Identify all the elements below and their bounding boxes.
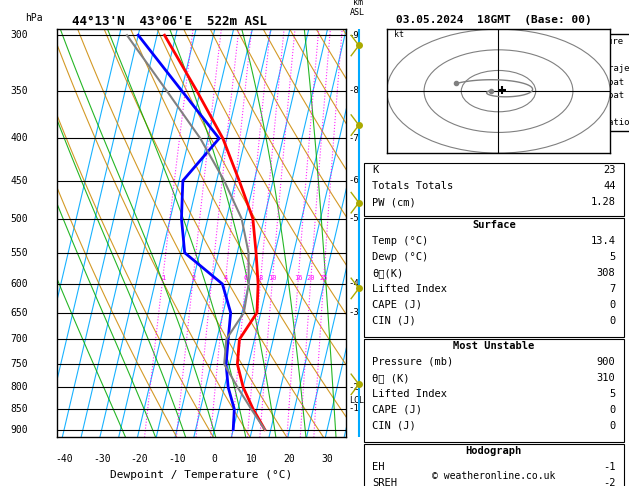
Text: Pressure (mb): Pressure (mb) [372, 357, 454, 367]
Text: 8: 8 [259, 275, 263, 281]
Text: Hodograph: Hodograph [465, 446, 522, 456]
Text: CAPE (J): CAPE (J) [372, 300, 422, 310]
Text: 450: 450 [10, 176, 28, 186]
Text: -30: -30 [93, 454, 111, 464]
Text: -8: -8 [349, 86, 360, 95]
Text: -1: -1 [603, 462, 615, 472]
Text: © weatheronline.co.uk: © weatheronline.co.uk [432, 471, 555, 481]
Text: 23: 23 [603, 165, 615, 175]
Text: 500: 500 [10, 213, 28, 224]
Text: 350: 350 [10, 86, 28, 96]
Text: 700: 700 [10, 334, 28, 344]
Text: km
ASL: km ASL [350, 0, 365, 17]
Text: SREH: SREH [372, 478, 397, 486]
Text: 13.4: 13.4 [591, 236, 615, 246]
Text: 0: 0 [610, 316, 615, 326]
Text: -7: -7 [349, 134, 360, 143]
Text: -5: -5 [349, 214, 360, 223]
Text: Surface: Surface [472, 220, 516, 230]
Text: 20: 20 [307, 275, 315, 281]
Text: 0: 0 [211, 454, 218, 464]
Text: 900: 900 [10, 424, 28, 434]
Text: 0: 0 [610, 405, 615, 415]
Text: 44: 44 [603, 181, 615, 191]
Text: -3: -3 [349, 308, 360, 317]
Text: 10: 10 [269, 275, 277, 281]
Text: 5: 5 [610, 252, 615, 262]
Text: 310: 310 [597, 373, 615, 383]
Text: PW (cm): PW (cm) [372, 197, 416, 208]
Text: 308: 308 [597, 268, 615, 278]
Text: 20: 20 [284, 454, 296, 464]
Text: 03.05.2024  18GMT  (Base: 00): 03.05.2024 18GMT (Base: 00) [396, 15, 592, 25]
Text: 550: 550 [10, 248, 28, 258]
Text: CAPE (J): CAPE (J) [372, 405, 422, 415]
Text: 2: 2 [191, 275, 195, 281]
FancyBboxPatch shape [364, 339, 623, 442]
Text: -2: -2 [349, 383, 360, 392]
Text: -9: -9 [349, 31, 360, 40]
Text: K: K [372, 165, 378, 175]
Text: 4: 4 [224, 275, 228, 281]
Text: 16: 16 [294, 275, 303, 281]
Text: 25: 25 [320, 275, 328, 281]
Text: -1: -1 [349, 404, 360, 414]
Text: -2: -2 [603, 478, 615, 486]
Text: 750: 750 [10, 359, 28, 369]
Text: Lifted Index: Lifted Index [372, 389, 447, 399]
Text: EH: EH [372, 462, 384, 472]
Text: 900: 900 [597, 357, 615, 367]
Text: 44°13'N  43°06'E  522m ASL: 44°13'N 43°06'E 522m ASL [72, 15, 267, 28]
Text: -6: -6 [349, 176, 360, 185]
Text: 30: 30 [321, 454, 333, 464]
FancyBboxPatch shape [364, 218, 623, 337]
Text: -10: -10 [168, 454, 186, 464]
Text: hPa: hPa [25, 13, 42, 23]
Text: 400: 400 [10, 134, 28, 143]
Text: 7: 7 [610, 284, 615, 294]
Text: Dewpoint / Temperature (°C): Dewpoint / Temperature (°C) [110, 470, 292, 480]
Text: Dewp (°C): Dewp (°C) [372, 252, 428, 262]
Text: -40: -40 [55, 454, 73, 464]
Text: 800: 800 [10, 382, 28, 392]
Text: CIN (J): CIN (J) [372, 421, 416, 431]
Text: Temp (°C): Temp (°C) [372, 236, 428, 246]
Legend: Temperature, Dewpoint, Parcel Trajectory, Dry Adiabat, Wet Adiabat, Isotherm, Mi: Temperature, Dewpoint, Parcel Trajectory… [536, 34, 629, 131]
Text: 600: 600 [10, 279, 28, 289]
Text: -4: -4 [349, 279, 360, 289]
Text: 3: 3 [210, 275, 214, 281]
Text: Totals Totals: Totals Totals [372, 181, 454, 191]
Text: 10: 10 [246, 454, 258, 464]
Text: 5: 5 [610, 389, 615, 399]
FancyBboxPatch shape [364, 163, 623, 216]
Text: 6: 6 [244, 275, 248, 281]
Text: LCL: LCL [349, 396, 364, 405]
Text: 1.28: 1.28 [591, 197, 615, 208]
Text: Mixing Ratio (g/kg): Mixing Ratio (g/kg) [399, 177, 409, 289]
Text: 300: 300 [10, 30, 28, 40]
Text: θᴄ(K): θᴄ(K) [372, 268, 403, 278]
Text: Most Unstable: Most Unstable [453, 341, 535, 351]
Text: CIN (J): CIN (J) [372, 316, 416, 326]
Text: 0: 0 [610, 300, 615, 310]
Text: 650: 650 [10, 308, 28, 318]
Text: kt: kt [394, 31, 404, 39]
Text: θᴄ (K): θᴄ (K) [372, 373, 409, 383]
Text: -20: -20 [130, 454, 148, 464]
Text: Lifted Index: Lifted Index [372, 284, 447, 294]
Text: 850: 850 [10, 404, 28, 414]
Text: 1: 1 [160, 275, 165, 281]
FancyBboxPatch shape [364, 444, 623, 486]
Text: 0: 0 [610, 421, 615, 431]
